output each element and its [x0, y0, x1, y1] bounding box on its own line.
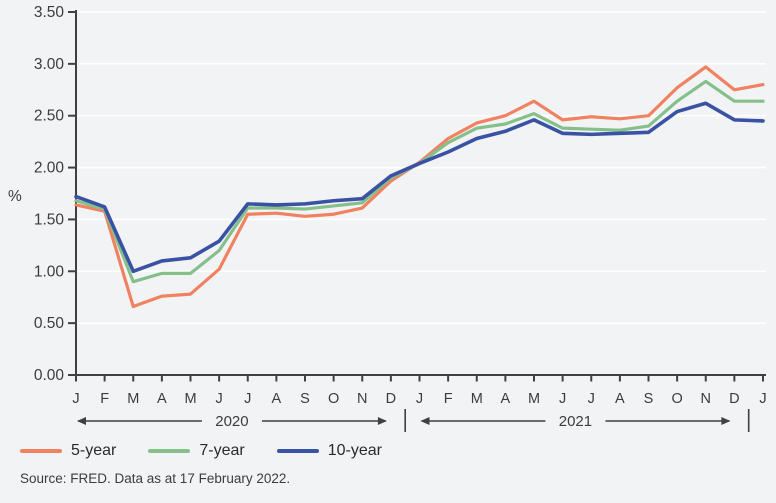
- arrow-left-icon: [420, 417, 430, 425]
- x-tick-label: O: [328, 391, 339, 407]
- legend-swatch-5-year-icon: [20, 449, 62, 453]
- x-tick-label: M: [127, 391, 139, 407]
- x-tick-label: F: [444, 391, 453, 407]
- series-line-10-year: [74, 101, 765, 274]
- x-tick-label: N: [357, 391, 367, 407]
- arrow-left-icon: [77, 417, 86, 425]
- x-tick-label: J: [559, 391, 566, 407]
- y-tick-label: 3.50: [34, 4, 65, 21]
- x-tick-label: A: [272, 391, 282, 407]
- legend-item-7-year: 7-year: [148, 442, 245, 460]
- x-tick-label: M: [471, 391, 483, 407]
- y-axis-unit-label: %: [8, 188, 22, 205]
- x-tick-label: J: [244, 391, 251, 407]
- year-label: 2021: [559, 413, 592, 430]
- y-tick-label: 1.00: [34, 263, 65, 280]
- year-label: 2020: [215, 413, 248, 430]
- x-tick-label: J: [588, 391, 595, 407]
- legend: 5-year 7-year 10-year: [20, 442, 382, 460]
- arrow-right-icon: [721, 417, 731, 425]
- x-tick-label: S: [644, 391, 654, 407]
- x-tick-label: N: [701, 391, 711, 407]
- x-tick-label: M: [184, 391, 196, 407]
- y-tick-label: 1.50: [34, 211, 65, 228]
- x-tick-label: J: [416, 391, 423, 407]
- x-tick-label: A: [157, 391, 167, 407]
- y-tick-label: 2.00: [34, 160, 65, 177]
- legend-swatch-7-year-icon: [148, 449, 191, 453]
- x-tick-label: S: [300, 391, 310, 407]
- x-tick-label: A: [615, 391, 625, 407]
- x-tick-label: O: [671, 391, 682, 407]
- legend-item-10-year: 10-year: [276, 442, 382, 460]
- y-tick-label: 0.00: [34, 367, 65, 384]
- x-tick-label: M: [528, 391, 540, 407]
- series-line-7-year: [74, 79, 765, 284]
- legend-label-10-year: 10-year: [327, 442, 382, 459]
- x-tick-label: J: [216, 391, 223, 407]
- arrow-right-icon: [377, 417, 387, 425]
- legend-swatch-10-year-icon: [276, 449, 319, 453]
- y-tick-label: 2.50: [34, 108, 65, 125]
- x-tick-label: A: [501, 391, 511, 407]
- x-tick-label: D: [729, 391, 739, 407]
- source-note: Source: FRED. Data as at 17 February 202…: [20, 471, 291, 486]
- legend-label-5-year: 5-year: [71, 442, 117, 459]
- y-tick-label: 3.00: [34, 56, 65, 73]
- y-tick-label: 0.50: [34, 315, 65, 332]
- x-tick-label: D: [386, 391, 396, 407]
- legend-label-7-year: 7-year: [199, 442, 245, 459]
- legend-item-5-year: 5-year: [20, 442, 116, 460]
- x-tick-label: J: [72, 391, 79, 407]
- x-tick-label: J: [759, 391, 766, 407]
- x-tick-label: F: [100, 391, 109, 407]
